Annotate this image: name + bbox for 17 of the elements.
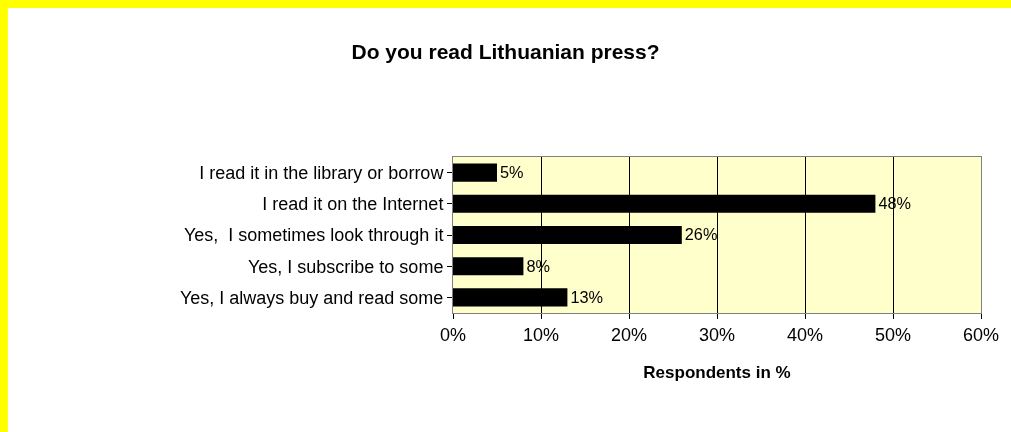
y-tick-label: I read it in the library or borrow — [199, 162, 445, 183]
x-axis-title: Respondents in % — [643, 363, 791, 382]
data-label: 13% — [570, 287, 603, 306]
y-tick-label: Yes, I subscribe to some — [247, 256, 444, 277]
x-tick-label: 10% — [522, 324, 560, 345]
x-tick-label: 0% — [439, 324, 467, 345]
x-tick-label: 50% — [874, 324, 912, 345]
x-tick-label: 40% — [786, 324, 824, 345]
data-label: 26% — [684, 225, 718, 244]
y-tick-label: Yes, I sometimes look through it — [183, 225, 444, 246]
data-label: 5% — [500, 163, 524, 182]
x-tick-label: 20% — [610, 324, 648, 345]
y-tick-label: Yes, I always buy and read some — [179, 287, 444, 308]
x-tick-label: 60% — [962, 324, 1000, 345]
y-tick-label: I read it on the Internet — [262, 194, 444, 215]
chart-title: Do you read Lithuanian press? — [351, 40, 660, 64]
x-tick-label: 30% — [698, 324, 736, 345]
